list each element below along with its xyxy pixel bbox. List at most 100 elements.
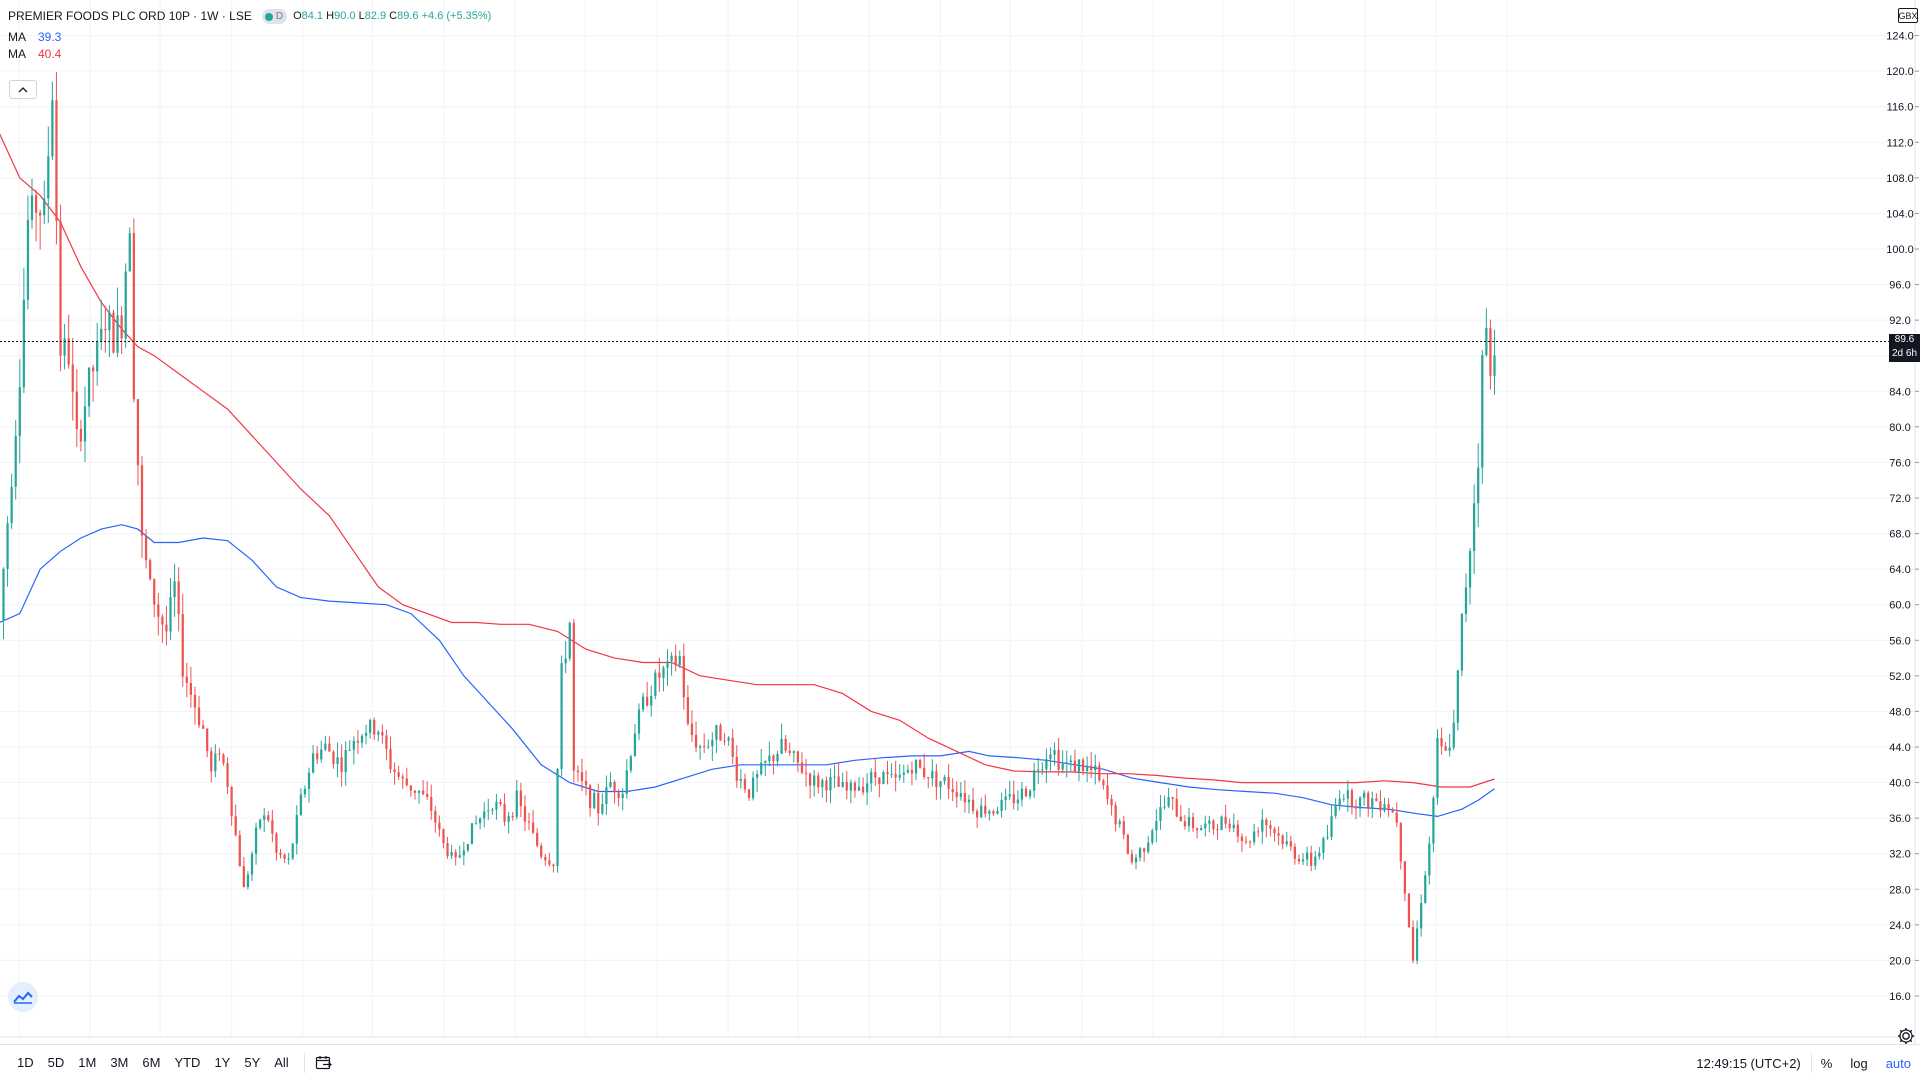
candle-up [841, 781, 844, 787]
range-6m-button[interactable]: 6M [142, 1055, 161, 1070]
candle-down [55, 100, 58, 221]
candle-down [910, 770, 914, 774]
moving-averages [0, 133, 1495, 818]
log-scale-toggle[interactable]: log [1850, 1055, 1868, 1071]
candle-up [287, 858, 290, 860]
candle-down [878, 777, 881, 785]
candle-up [931, 771, 934, 779]
candle-down [747, 789, 751, 799]
candle-up [1147, 842, 1150, 852]
candle-down [1403, 861, 1406, 894]
status-dot-icon [264, 12, 273, 21]
auto-scale-toggle[interactable]: auto [1885, 1055, 1911, 1071]
indicator-ma-slow[interactable]: MA 40.4 [8, 46, 491, 63]
candle-up [870, 771, 873, 784]
candle-up [462, 850, 465, 856]
y-tick-label: 108.0 [1886, 173, 1914, 185]
candle-up [507, 816, 510, 822]
candle-up [6, 523, 9, 569]
candle-up [711, 739, 714, 747]
candle-up [666, 661, 669, 668]
candle-down [144, 535, 148, 561]
candle-down [1081, 759, 1085, 771]
candle-up [466, 844, 470, 851]
candle-up [299, 794, 302, 815]
candle-down [552, 864, 555, 867]
candle-down [845, 781, 848, 791]
candle-down [1411, 927, 1415, 961]
collapse-legend-button[interactable] [9, 80, 37, 99]
candle-down [385, 735, 388, 749]
candle-down [918, 760, 922, 768]
indicator-ma-fast[interactable]: MA 39.3 [8, 29, 491, 46]
gear-icon[interactable] [1896, 1026, 1916, 1046]
candle-down [1240, 836, 1244, 842]
candle-down [189, 683, 193, 695]
candle-up [829, 776, 832, 791]
candle-up [1285, 841, 1288, 845]
candle-down [976, 810, 979, 818]
candle-down [75, 391, 78, 429]
candle-down [67, 338, 70, 365]
range-1d-button[interactable]: 1D [17, 1055, 34, 1070]
candle-up [1371, 798, 1374, 808]
candle-down [206, 728, 209, 752]
candle-down [503, 803, 506, 822]
range-all-button[interactable]: All [274, 1055, 289, 1070]
range-1y-button[interactable]: 1Y [214, 1055, 231, 1070]
candle-up [601, 804, 604, 814]
candle-up [124, 271, 127, 339]
candle-up [1477, 467, 1480, 504]
range-1m-button[interactable]: 1M [78, 1055, 97, 1070]
candle-up [1000, 799, 1003, 811]
y-tick-label: 104.0 [1886, 208, 1914, 220]
range-ytd-button[interactable]: YTD [174, 1055, 201, 1070]
candle-up [882, 771, 885, 785]
timezone-clock[interactable]: 12:49:15 (UTC+2) [1696, 1055, 1801, 1071]
chart-canvas[interactable]: 16.0 20.0 24.0 28.0 32.0 36.0 40.0 44.0 48.0 52.0… [0, 0, 1920, 1044]
y-tick-label: 100.0 [1886, 244, 1914, 256]
candle-up [1314, 856, 1317, 866]
candle-down [1354, 806, 1358, 809]
candle-down [197, 707, 201, 726]
candle-down [1024, 788, 1028, 797]
candle-down [1183, 821, 1187, 827]
candle-up [1028, 790, 1032, 797]
candle-down [1407, 893, 1411, 928]
candle-down [356, 740, 360, 743]
candle-up [1448, 747, 1451, 751]
percent-scale-toggle[interactable]: % [1820, 1055, 1833, 1071]
candle-up [324, 743, 327, 750]
candle-up [1383, 804, 1386, 811]
candle-up [1159, 807, 1162, 822]
y-tick-label: 20.0 [1889, 955, 1910, 967]
candle-up [1053, 750, 1056, 755]
range-5d-button[interactable]: 5D [47, 1055, 65, 1070]
y-tick-label: 112.0 [1887, 137, 1914, 149]
y-tick-label: 56.0 [1889, 635, 1910, 647]
candle-up [87, 367, 91, 407]
candle-up [914, 760, 918, 774]
market-status-badge[interactable]: D [261, 9, 288, 24]
candle-up [751, 777, 755, 799]
candle-down [1269, 825, 1272, 829]
y-tick-label: 92.0 [1889, 315, 1910, 327]
candle-down [951, 789, 954, 792]
go-to-date-button[interactable] [313, 1053, 335, 1073]
price-scale[interactable]: 16.0 20.0 24.0 28.0 32.0 36.0 40.0 44.0 48.0 52.0… [1886, 31, 1919, 1003]
candle-down [59, 220, 62, 356]
candle-down [373, 719, 376, 735]
range-5y-button[interactable]: 5Y [244, 1055, 261, 1070]
symbol-title[interactable]: PREMIER FOODS PLC ORD 10P · 1W · LSE [8, 9, 252, 23]
candle-down [201, 725, 205, 729]
candle-up [629, 756, 632, 771]
currency-label[interactable]: GBX [1898, 8, 1918, 23]
candle-up [1305, 852, 1309, 860]
candle-down [279, 852, 282, 855]
candle-down [588, 785, 592, 809]
tradingview-logo-icon[interactable] [8, 982, 38, 1012]
candle-down [1224, 816, 1227, 824]
candle-down [430, 796, 433, 811]
candle-down [226, 763, 229, 787]
range-3m-button[interactable]: 3M [110, 1055, 129, 1070]
